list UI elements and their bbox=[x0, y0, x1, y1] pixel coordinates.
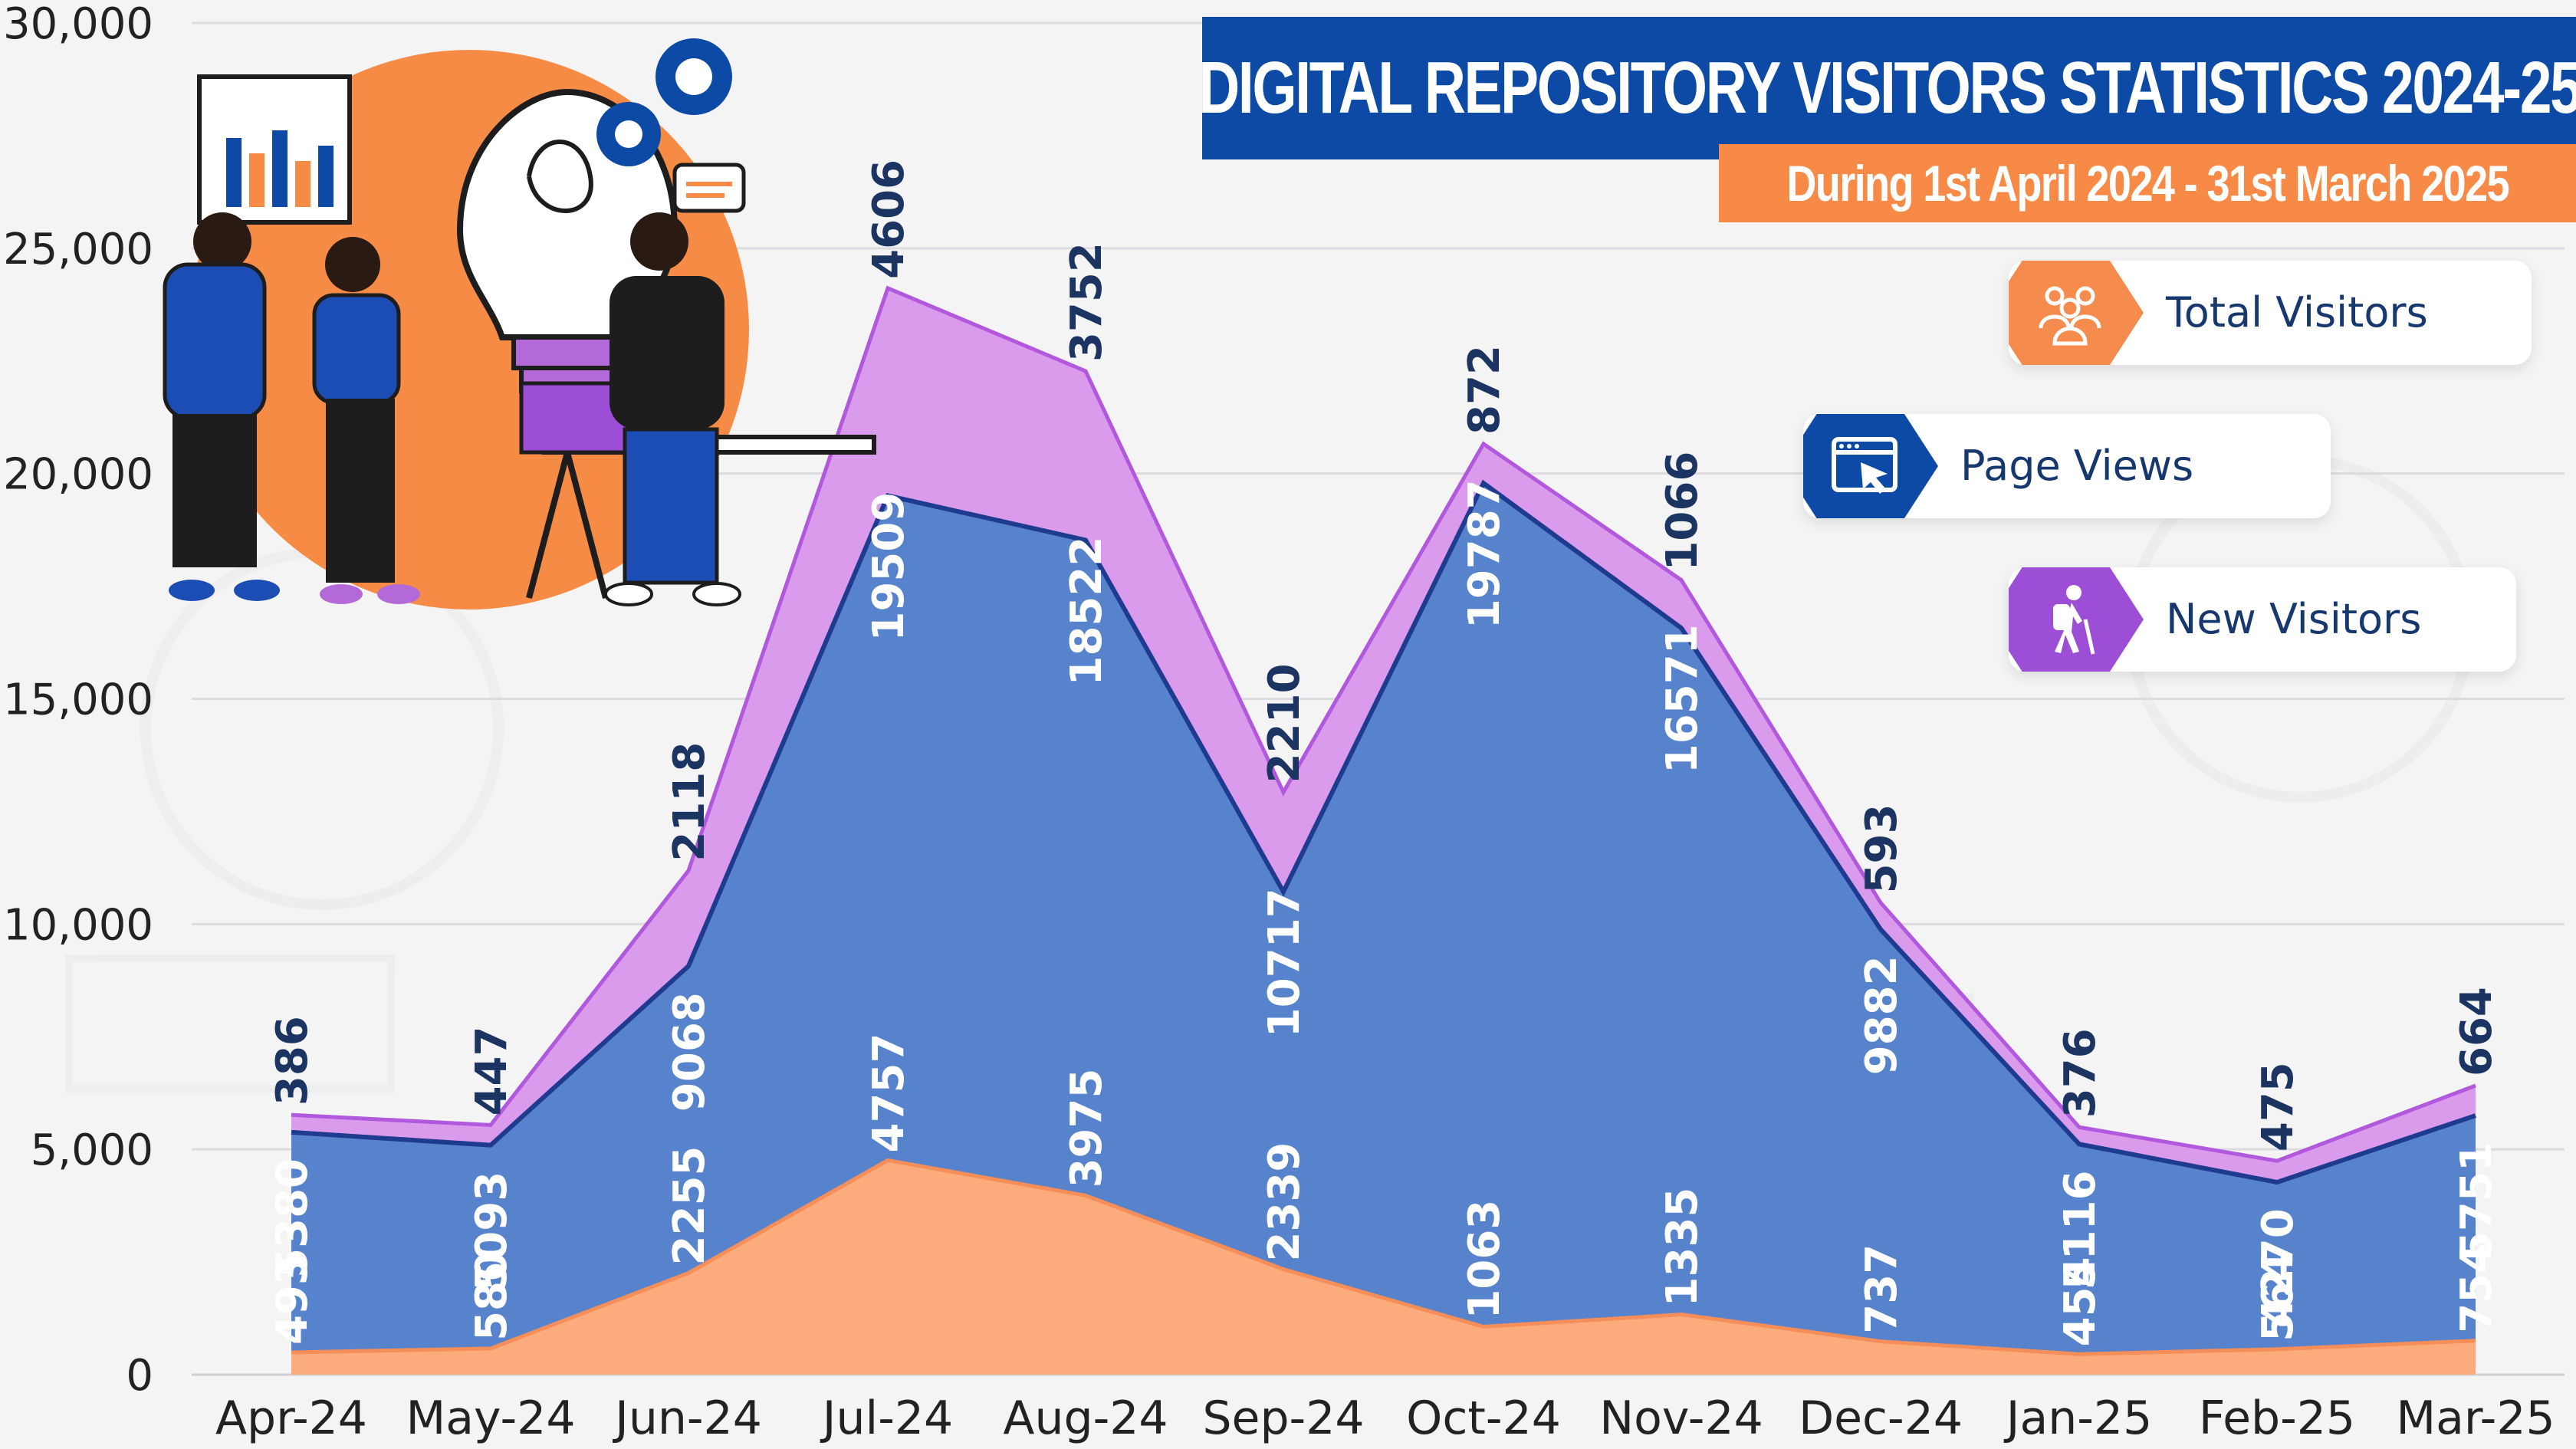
data-label-new-visitors: 872 bbox=[1460, 345, 1510, 435]
data-label-total-visitors: 2339 bbox=[1260, 1142, 1309, 1262]
data-label-total-visitors: 1335 bbox=[1658, 1188, 1707, 1307]
hiker-backpack-icon bbox=[2009, 567, 2144, 672]
data-label-new-visitors: 4606 bbox=[864, 159, 914, 279]
data-label-new-visitors: 447 bbox=[467, 1027, 517, 1116]
legend-label: New Visitors bbox=[2166, 595, 2422, 643]
chart-title: DIGITAL REPOSITORY VISITORS STATISTICS 2… bbox=[1198, 47, 2576, 129]
chart-title-banner: DIGITAL REPOSITORY VISITORS STATISTICS 2… bbox=[1198, 17, 2576, 159]
x-axis-tick-labels: Apr-24 May-24 Jun-24 Jul-24 Aug-24 Sep-24 Oct-… bbox=[215, 1392, 2555, 1445]
data-label-total-visitors: 580 bbox=[467, 1251, 517, 1341]
legend-label: Total Visitors bbox=[2166, 288, 2428, 337]
data-label-page-views: 19509 bbox=[864, 492, 914, 642]
x-tick-label: Jan-25 bbox=[2003, 1392, 2153, 1445]
browser-cursor-icon bbox=[1803, 414, 1938, 518]
y-tick-label: 20,000 bbox=[3, 450, 153, 500]
x-tick-label: Aug-24 bbox=[1003, 1392, 1168, 1445]
data-label-new-visitors: 475 bbox=[2253, 1062, 2303, 1152]
data-label-total-visitors: 4757 bbox=[864, 1033, 914, 1153]
x-tick-label: Dec-24 bbox=[1799, 1392, 1963, 1445]
stacked-areas bbox=[291, 285, 2476, 1375]
data-label-new-visitors: 2210 bbox=[1260, 663, 1309, 783]
person-left bbox=[163, 212, 280, 601]
data-label-total-visitors: 754 bbox=[2452, 1244, 2502, 1333]
y-tick-label: 15,000 bbox=[3, 675, 153, 725]
y-axis-tick-labels: 0 5,000 10,000 15,000 20,000 25,000 30,000 bbox=[3, 0, 153, 1401]
data-label-total-visitors: 1063 bbox=[1460, 1200, 1510, 1319]
data-label-page-views: 5751 bbox=[2452, 1142, 2502, 1261]
chart-subtitle-banner: During 1st April 2024 - 31st March 2025 bbox=[1719, 144, 2576, 222]
x-tick-label: Jul-24 bbox=[820, 1392, 953, 1445]
x-tick-label: Sep-24 bbox=[1202, 1392, 1364, 1445]
data-label-total-visitors: 737 bbox=[1857, 1244, 1907, 1334]
data-label-new-visitors: 386 bbox=[268, 1016, 317, 1106]
data-label-total-visitors: 3975 bbox=[1062, 1069, 1112, 1188]
data-label-new-visitors: 1066 bbox=[1658, 452, 1707, 571]
data-label-page-views: 16571 bbox=[1658, 624, 1707, 774]
y-tick-label: 0 bbox=[126, 1351, 153, 1401]
x-tick-label: Nov-24 bbox=[1599, 1392, 1763, 1445]
data-label-page-views: 18522 bbox=[1062, 537, 1112, 686]
series-area-page-views bbox=[291, 483, 2476, 1375]
y-tick-label: 5,000 bbox=[31, 1125, 153, 1175]
data-label-new-visitors: 3752 bbox=[1062, 242, 1112, 362]
data-label-page-views: 5093 bbox=[467, 1171, 517, 1291]
data-label-total-visitors: 454 bbox=[2055, 1257, 2105, 1346]
data-label-page-views: 9882 bbox=[1857, 955, 1907, 1075]
data-label-total-visitors: 564 bbox=[2253, 1252, 2303, 1342]
legend-item-page-views: Page Views bbox=[1803, 414, 2331, 518]
data-label-total-visitors: 2255 bbox=[665, 1146, 715, 1266]
y-tick-label: 10,000 bbox=[3, 900, 153, 950]
data-label-page-views: 10717 bbox=[1260, 888, 1309, 1037]
team-lightbulb-illustration bbox=[163, 38, 876, 610]
group-people-icon bbox=[2009, 261, 2144, 365]
series-line-page-views bbox=[291, 479, 2476, 1185]
x-tick-label: Apr-24 bbox=[215, 1392, 367, 1445]
data-label-page-views: 5116 bbox=[2055, 1170, 2105, 1290]
data-label-page-views: 19787 bbox=[1460, 479, 1510, 629]
person-right bbox=[604, 163, 746, 606]
data-label-new-visitors: 2118 bbox=[665, 742, 715, 862]
x-tick-label: Feb-25 bbox=[2199, 1392, 2355, 1445]
x-tick-label: Mar-25 bbox=[2396, 1392, 2555, 1445]
x-tick-label: Jun-24 bbox=[612, 1392, 762, 1445]
y-tick-label: 25,000 bbox=[3, 225, 153, 274]
x-tick-label: May-24 bbox=[406, 1392, 576, 1445]
data-label-new-visitors: 664 bbox=[2452, 987, 2502, 1076]
person-middle bbox=[312, 237, 420, 604]
data-label-new-visitors: 376 bbox=[2055, 1028, 2105, 1118]
chart-subtitle: During 1st April 2024 - 31st March 2025 bbox=[1786, 155, 2509, 212]
data-label-page-views: 5380 bbox=[268, 1158, 317, 1278]
legend-label: Page Views bbox=[1960, 442, 2194, 490]
x-tick-label: Oct-24 bbox=[1406, 1392, 1561, 1445]
legend-item-total-visitors: Total Visitors bbox=[2009, 261, 2532, 365]
series-line-total-visitors bbox=[291, 1158, 2476, 1356]
series-area-total-visitors bbox=[291, 1160, 2476, 1375]
legend-item-new-visitors: New Visitors bbox=[2009, 567, 2516, 672]
y-tick-label: 30,000 bbox=[3, 0, 153, 49]
data-label-page-views: 9068 bbox=[665, 992, 715, 1112]
data-label-new-visitors: 593 bbox=[1857, 804, 1907, 894]
data-label-page-views: 4270 bbox=[2253, 1208, 2303, 1328]
data-label-total-visitors: 493 bbox=[268, 1255, 317, 1345]
series-line-new-visitors bbox=[291, 285, 2476, 1163]
